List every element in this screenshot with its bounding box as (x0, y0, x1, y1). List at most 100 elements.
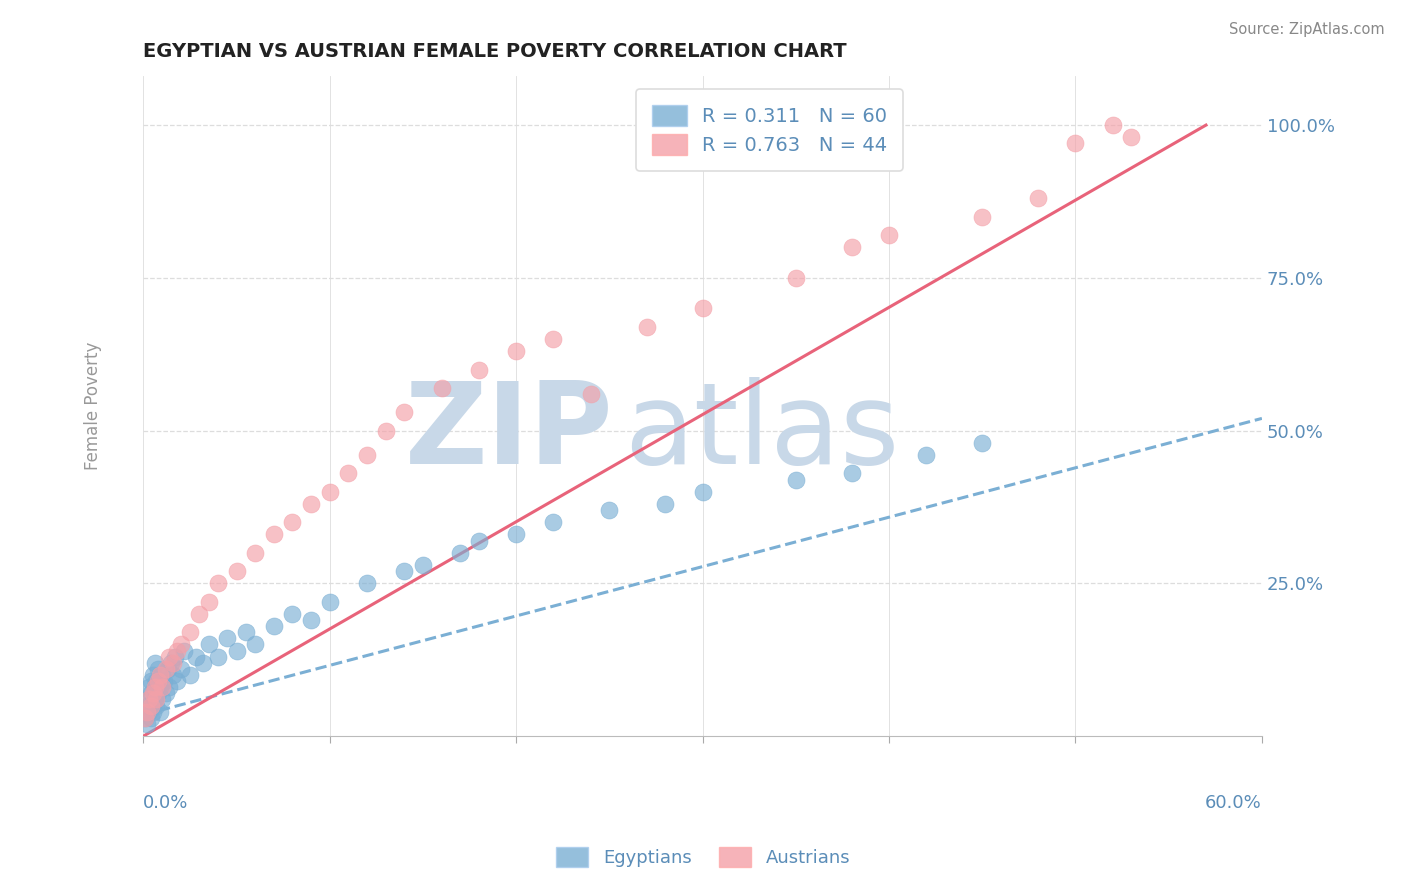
Point (188, 607, 211, 621)
Point (179, 625, 201, 640)
Point (139, 698, 162, 713)
Point (184, 649, 207, 664)
Point (153, 674, 176, 689)
Point (162, 668, 184, 682)
Text: atlas: atlas (624, 377, 900, 488)
Point (156, 662, 179, 676)
Point (145, 674, 167, 689)
Point (149, 668, 172, 682)
Point (217, 632, 239, 646)
Point (1121, 130, 1143, 145)
Point (972, 435, 994, 450)
Point (299, 613, 322, 627)
Point (505, 527, 527, 541)
Point (225, 643, 247, 657)
Point (138, 692, 160, 706)
Text: 0.0%: 0.0% (143, 794, 188, 813)
Point (374, 424, 396, 438)
Point (143, 680, 166, 694)
Point (163, 649, 186, 664)
Point (142, 686, 165, 700)
Point (877, 228, 900, 243)
Point (319, 595, 342, 609)
Point (142, 705, 165, 719)
Point (394, 564, 416, 578)
Point (197, 638, 219, 652)
Point (263, 619, 285, 633)
Point (149, 680, 172, 694)
Point (263, 527, 285, 541)
Point (225, 564, 247, 578)
Point (142, 668, 165, 682)
Point (245, 638, 267, 652)
Point (143, 692, 166, 706)
Point (166, 643, 188, 657)
Point (543, 516, 565, 530)
Point (412, 558, 434, 572)
Point (1064, 136, 1087, 151)
Point (139, 686, 162, 700)
Point (449, 546, 471, 560)
Point (197, 595, 219, 609)
Point (468, 533, 491, 548)
Point (149, 705, 172, 719)
Point (785, 473, 807, 487)
Point (134, 711, 156, 725)
Point (169, 638, 191, 652)
Point (143, 656, 166, 670)
Point (148, 686, 170, 700)
Point (636, 319, 658, 334)
Point (841, 467, 863, 481)
Point (394, 405, 416, 419)
Point (207, 576, 229, 591)
Point (142, 698, 165, 713)
Point (299, 497, 322, 511)
Point (169, 662, 191, 676)
Legend: R = 0.311   N = 60, R = 0.763   N = 44: R = 0.311 N = 60, R = 0.763 N = 44 (637, 89, 903, 170)
Point (150, 680, 173, 694)
Point (155, 686, 177, 700)
Point (191, 656, 214, 670)
Point (155, 662, 177, 676)
Point (579, 387, 602, 401)
Point (145, 692, 167, 706)
Text: 60.0%: 60.0% (1205, 794, 1263, 813)
Point (159, 680, 181, 694)
Point (139, 674, 162, 689)
Point (139, 711, 162, 725)
Point (136, 717, 159, 731)
Point (179, 668, 201, 682)
Point (166, 674, 188, 689)
Point (134, 711, 156, 725)
Text: Source: ZipAtlas.com: Source: ZipAtlas.com (1229, 22, 1385, 37)
Point (148, 674, 170, 689)
Text: Female Poverty: Female Poverty (84, 342, 103, 470)
Point (162, 656, 184, 670)
Point (173, 643, 195, 657)
Point (150, 692, 173, 706)
Point (136, 705, 159, 719)
Point (692, 301, 714, 316)
Point (148, 662, 170, 676)
Point (245, 546, 267, 560)
Point (136, 698, 159, 713)
Point (160, 656, 183, 670)
Point (138, 705, 160, 719)
Point (972, 210, 994, 224)
Point (915, 448, 938, 462)
Point (281, 516, 304, 530)
Point (505, 344, 527, 359)
Point (785, 270, 807, 285)
Legend: Egyptians, Austrians: Egyptians, Austrians (548, 839, 858, 874)
Point (143, 680, 166, 694)
Point (356, 576, 378, 591)
Point (159, 649, 181, 664)
Point (356, 448, 378, 462)
Point (841, 240, 863, 254)
Point (235, 625, 257, 640)
Point (145, 698, 167, 713)
Point (692, 484, 714, 499)
Point (138, 692, 160, 706)
Point (430, 381, 453, 395)
Point (468, 362, 491, 376)
